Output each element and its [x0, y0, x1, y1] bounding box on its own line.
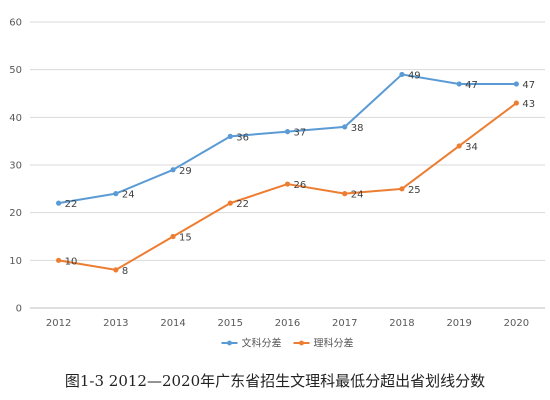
data-point	[513, 81, 519, 87]
data-label: 37	[294, 128, 307, 139]
data-point	[342, 124, 348, 130]
data-label: 8	[122, 266, 128, 277]
data-label: 43	[522, 99, 535, 110]
legend-item: 文科分差	[221, 337, 282, 350]
data-label: 49	[408, 70, 421, 81]
x-tick-label: 2013	[103, 318, 128, 329]
data-point	[113, 267, 119, 273]
y-tick-label: 50	[9, 65, 22, 76]
x-tick-label: 2012	[46, 318, 71, 329]
data-point	[456, 143, 462, 149]
y-tick-label: 30	[9, 161, 22, 172]
data-point	[56, 200, 62, 206]
data-label: 15	[179, 233, 192, 244]
series-lines: 22 24 29 36 37 38 49 47 47 10 8 15 22 26 24 25 34 43	[56, 70, 535, 277]
data-label: 22	[65, 199, 78, 210]
gridlines	[30, 21, 545, 309]
data-label: 36	[236, 132, 249, 143]
y-tick-label: 10	[9, 256, 22, 267]
data-point	[227, 133, 233, 139]
x-axis: 2012 2013 2014 2015 2016 2017 2018 2019 2020	[46, 318, 529, 329]
legend-item: 理科分差	[293, 337, 354, 350]
x-tick-label: 2017	[332, 318, 357, 329]
data-label: 34	[465, 142, 478, 153]
data-point	[170, 233, 176, 240]
y-axis: 0 10 20 30 40 50 60	[9, 18, 22, 315]
legend-label: 文科分差	[242, 337, 282, 350]
data-point	[170, 167, 176, 173]
data-point	[342, 191, 348, 197]
data-label: 29	[179, 166, 192, 177]
legend-label: 理科分差	[314, 337, 354, 350]
data-label: 25	[408, 185, 421, 196]
figure-caption: 图1-3 2012—2020年广东省招生文理科最低分超出省划线分数	[64, 372, 486, 390]
data-label: 38	[351, 123, 364, 134]
data-point	[113, 191, 119, 197]
x-tick-label: 2019	[446, 318, 471, 329]
y-tick-label: 60	[9, 18, 22, 29]
data-label: 10	[65, 256, 78, 267]
data-label: 47	[522, 80, 535, 91]
legend-swatch-marker	[227, 340, 232, 346]
data-label: 24	[122, 190, 135, 201]
data-label: 24	[351, 190, 364, 201]
legend-swatch-marker	[299, 340, 304, 346]
series-2: 10 8 15 22 26 24 25 34 43	[56, 99, 535, 277]
data-label: 22	[236, 199, 249, 210]
data-label: 26	[294, 180, 307, 191]
x-tick-label: 2015	[218, 318, 243, 329]
data-point	[284, 181, 291, 187]
data-point	[227, 200, 233, 206]
data-point	[56, 257, 62, 263]
x-tick-label: 2018	[389, 318, 414, 329]
y-tick-label: 0	[16, 304, 22, 315]
x-tick-label: 2016	[275, 318, 300, 329]
x-tick-label: 2020	[504, 318, 529, 329]
data-point	[456, 81, 462, 87]
data-point	[399, 186, 405, 192]
legend: 文科分差 理科分差	[221, 337, 354, 350]
data-label: 47	[465, 80, 478, 91]
data-point	[513, 100, 519, 106]
data-point	[399, 71, 405, 78]
y-tick-label: 40	[9, 113, 22, 124]
y-tick-label: 20	[9, 208, 22, 219]
series-1: 22 24 29 36 37 38 49 47 47	[56, 70, 535, 210]
x-tick-label: 2014	[160, 318, 185, 329]
data-point	[284, 129, 291, 135]
